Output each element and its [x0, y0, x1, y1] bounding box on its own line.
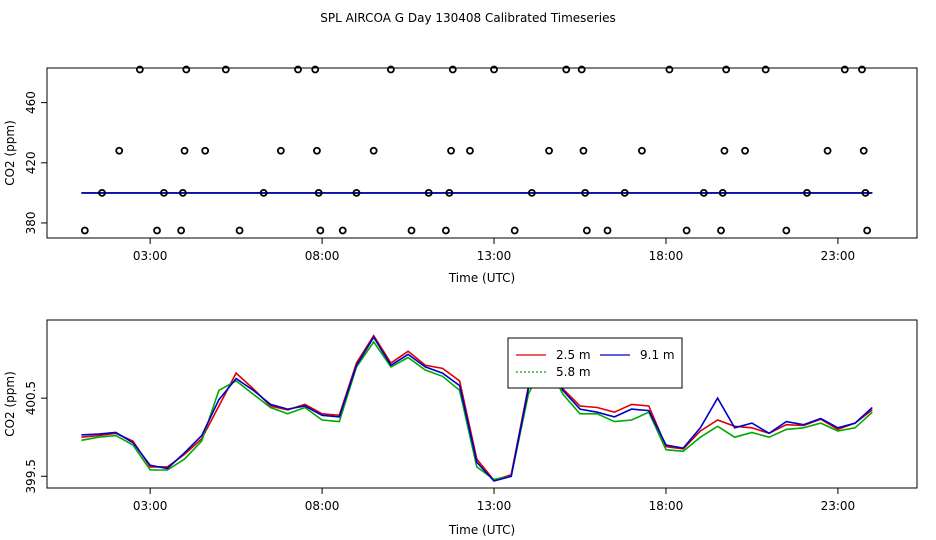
data-point [80, 226, 89, 235]
data-point [699, 188, 708, 197]
data-point [603, 226, 612, 235]
data-point [178, 188, 187, 197]
data-point [863, 226, 872, 235]
data-point [859, 146, 868, 155]
data-point [490, 65, 498, 74]
data-point [448, 65, 457, 74]
legend-box [507, 337, 683, 389]
series-line-5-8-m [81, 340, 873, 481]
data-point [235, 226, 244, 235]
data-point [221, 65, 230, 74]
data-point [316, 226, 325, 235]
data-point [182, 65, 191, 74]
legend: 2.5 m 9.1 m 5.8 m [507, 337, 683, 389]
data-point [858, 65, 866, 74]
data-point [294, 65, 302, 74]
x-tick-label: 13:00 [477, 249, 512, 263]
x-tick-label: 08:00 [305, 249, 340, 263]
data-point [761, 65, 770, 74]
legend-label-2-5m: 2.5 m [556, 348, 591, 362]
y-axis-label-top: CO2 (ppm) [3, 120, 17, 186]
series-bottom [81, 334, 873, 482]
data-point [338, 226, 347, 235]
y-tick-label: 380 [24, 212, 38, 235]
data-point [577, 65, 586, 74]
data-point [717, 226, 725, 235]
plot-frame-bottom [46, 319, 918, 489]
data-point [803, 188, 811, 197]
data-point [311, 65, 320, 74]
data-point [620, 188, 629, 197]
data-point [386, 65, 395, 74]
x-axis-label-top: Time (UTC) [448, 271, 515, 285]
data-point [180, 146, 189, 155]
data-point [823, 146, 832, 155]
points-top [80, 65, 872, 235]
y-axis-bottom: 399.5 400.5 [24, 381, 47, 493]
data-point [352, 188, 361, 197]
x-axis-bottom: 03:00 08:00 13:00 18:00 23:00 [133, 488, 855, 513]
x-tick-label: 18:00 [649, 499, 684, 513]
data-point [115, 146, 124, 155]
data-point [562, 65, 571, 74]
data-point [741, 146, 749, 155]
y-axis-label-bottom: CO2 (ppm) [3, 371, 17, 437]
data-point [582, 226, 591, 235]
series-line-9-1-m [81, 335, 873, 482]
chart-title: SPL AIRCOA G Day 130408 Calibrated Times… [320, 11, 615, 25]
data-point [638, 146, 646, 155]
panel-top: 03:00 08:00 13:00 18:00 23:00 380 420 460 Time… [3, 65, 918, 285]
data-point [447, 146, 455, 155]
data-point [579, 146, 588, 155]
plot-frame-top [46, 67, 918, 239]
x-tick-label: 13:00 [477, 499, 512, 513]
data-point [861, 188, 870, 197]
data-point [527, 188, 536, 197]
data-point [545, 146, 553, 155]
x-tick-label: 08:00 [305, 499, 340, 513]
data-point [441, 226, 450, 235]
legend-label-5-8m: 5.8 m [556, 365, 591, 379]
data-point [98, 188, 106, 197]
data-point [314, 188, 323, 197]
data-point [782, 226, 791, 235]
data-point [466, 146, 474, 155]
data-point [135, 65, 144, 74]
data-point [369, 146, 378, 155]
y-tick-label: 399.5 [24, 459, 38, 493]
x-tick-label: 23:00 [821, 499, 856, 513]
x-axis-label-bottom: Time (UTC) [448, 523, 515, 537]
y-axis-top: 380 420 460 [24, 91, 47, 234]
data-point [720, 146, 729, 155]
data-point [722, 65, 731, 74]
data-point [510, 226, 519, 235]
x-tick-label: 18:00 [649, 249, 684, 263]
y-tick-label: 460 [24, 91, 38, 114]
data-point [201, 146, 210, 155]
data-point [665, 65, 674, 74]
panel-bottom: 03:00 08:00 13:00 18:00 23:00 399.5 400.5 Tim… [3, 319, 918, 537]
data-point [445, 188, 454, 197]
data-point [407, 226, 416, 235]
legend-label-9-1m: 9.1 m [640, 348, 675, 362]
data-point [682, 226, 691, 235]
x-axis-top: 03:00 08:00 13:00 18:00 23:00 [133, 238, 855, 263]
x-tick-label: 23:00 [821, 249, 856, 263]
data-point [259, 188, 268, 197]
data-point [177, 226, 186, 235]
x-tick-label: 03:00 [133, 499, 168, 513]
data-point [276, 146, 285, 155]
data-point [581, 188, 590, 197]
y-tick-label: 420 [24, 151, 38, 174]
data-point [718, 188, 727, 197]
data-point [160, 188, 168, 197]
y-tick-label: 400.5 [24, 381, 38, 415]
data-point [840, 65, 849, 74]
x-tick-label: 03:00 [133, 249, 168, 263]
series-line-2-5-m [81, 334, 873, 482]
data-point [313, 146, 321, 155]
data-point [153, 226, 161, 235]
data-point [424, 188, 433, 197]
